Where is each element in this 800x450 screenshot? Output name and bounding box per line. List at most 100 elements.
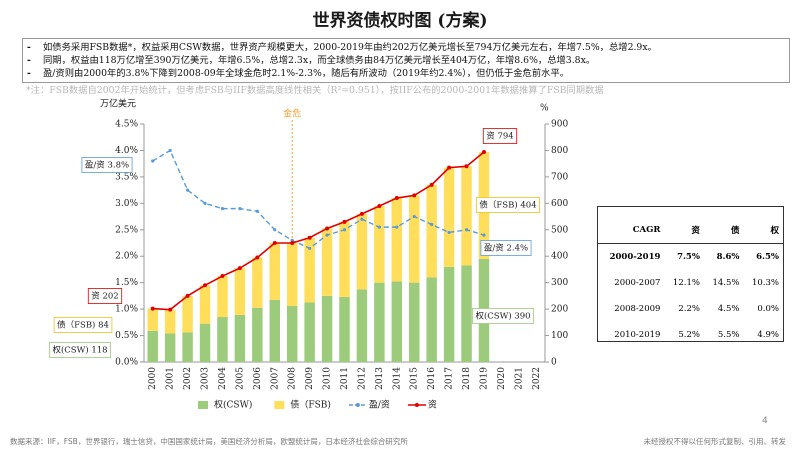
bar (461, 265, 472, 362)
point (464, 164, 469, 169)
bar (182, 332, 193, 362)
point (238, 207, 242, 211)
y-tick-label: 0.5% (115, 331, 138, 341)
annotation: 盈/资 2.4% (484, 243, 528, 254)
y-tick-label: 1.0% (115, 305, 138, 315)
point (185, 188, 190, 192)
td: 2000-2019 (609, 252, 661, 262)
y2-tick-label: 500 (551, 225, 568, 235)
bar (269, 243, 280, 300)
point (220, 274, 225, 279)
y2-tick-label: 200 (551, 305, 568, 315)
x-tick-label: 2005 (235, 367, 245, 390)
annotation-box (49, 342, 111, 358)
point (447, 165, 452, 170)
bullet: 同期，权益由118万亿增至390万亿美元，年增6.5%，总增2.3x，而全球债务… (27, 54, 785, 67)
point (447, 230, 451, 235)
page-number: 4 (762, 416, 768, 426)
point (168, 307, 173, 312)
bar (147, 308, 158, 331)
point (220, 207, 225, 211)
bar (217, 276, 228, 318)
point (255, 255, 260, 260)
bar (199, 323, 211, 362)
y-tick-label: 4.0% (115, 146, 138, 156)
x-tick-label: 2000 (148, 367, 158, 390)
point (481, 150, 486, 155)
annotation: 债（FSB) 404 (479, 200, 536, 211)
x-tick-label: 2022 (532, 367, 542, 390)
th: CAGR (598, 217, 665, 244)
bar (147, 330, 158, 362)
annotation-box (482, 128, 518, 144)
bullet: 如债务采用FSB数据*，权益采用CSW数据，世界资产规模更大，2000-2019… (27, 41, 785, 54)
point (203, 201, 207, 205)
point (237, 266, 242, 271)
td: 2010-2019 (614, 330, 661, 340)
x-tick-label: 2018 (462, 367, 472, 390)
annotation-box (81, 157, 133, 173)
th: 债 (703, 217, 744, 244)
annotation: 资 202 (91, 291, 118, 302)
bar (252, 307, 263, 362)
bar (234, 268, 246, 315)
x-tick-label: 2007 (270, 367, 280, 390)
bar (321, 295, 333, 362)
point (307, 235, 312, 240)
y2-tick-label: 900 (551, 120, 568, 130)
x-tick-label: 2003 (201, 367, 211, 390)
x-tick-label: 2002 (183, 367, 193, 390)
line (152, 151, 485, 311)
bar (164, 309, 176, 334)
td: 2000-2007 (614, 278, 661, 288)
legend-swatch (274, 401, 285, 409)
y2-tick-label: 800 (551, 146, 568, 156)
x-tick-label: 2020 (497, 367, 507, 390)
point (359, 211, 364, 216)
td: 2.2% (678, 304, 700, 314)
point (203, 283, 208, 288)
cagr-table: CAGR 资债权 2000-2019 7.5% 8.6% 6.5% 2000-2007 1… (597, 206, 784, 342)
bar (409, 282, 420, 362)
bar (443, 167, 455, 267)
annotation: 盈/资 3.8% (85, 160, 129, 171)
bar (199, 285, 211, 324)
point (325, 233, 329, 237)
bar (356, 289, 368, 362)
x-tick-label: 2015 (410, 367, 420, 390)
y-tick-label: 2.0% (115, 252, 138, 262)
point (482, 233, 486, 237)
x-tick-label: 2012 (357, 367, 367, 390)
y2-tick-label: 300 (551, 278, 568, 288)
bar (409, 195, 420, 283)
point (394, 196, 399, 201)
x-tick-label: 2013 (375, 367, 385, 390)
td: 5.5% (717, 330, 740, 340)
point (342, 219, 347, 224)
source: 数据来源：IIF，FSB，世界银行，瑞士信贷，中国国家统计局，美国经济分析局，欧… (10, 437, 408, 446)
bar (426, 184, 437, 278)
y2-axis-title: % (540, 104, 549, 114)
slide-title: 世界资债权时图 (方案) (312, 11, 488, 31)
crisis-label: 金危 (283, 108, 301, 120)
legend-swatch (414, 403, 419, 407)
annotation-box (480, 240, 532, 256)
annotation: 权(CSW) 390 (475, 311, 530, 322)
x-tick-label: 2010 (323, 367, 333, 390)
bar (304, 302, 315, 362)
legend-label: 资 (428, 400, 437, 411)
bar (217, 317, 228, 362)
point (377, 225, 381, 229)
legend-label: 盈/资 (369, 400, 390, 411)
bar (391, 281, 403, 362)
point (255, 209, 259, 213)
point (272, 241, 277, 245)
th: 资 (664, 217, 704, 244)
point (342, 228, 347, 232)
bar (356, 213, 368, 290)
bar (269, 299, 280, 362)
y2-tick-label: 400 (551, 252, 568, 262)
point (308, 246, 312, 250)
point (150, 306, 155, 311)
bar (286, 305, 298, 362)
